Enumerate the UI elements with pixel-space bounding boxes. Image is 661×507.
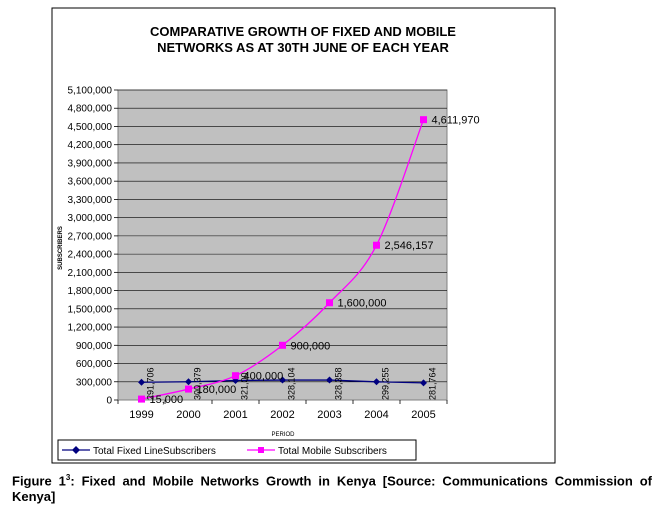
x-tick-label: 2001	[223, 409, 247, 421]
y-tick-label: 3,600,000	[68, 177, 113, 188]
chart-title-line-2: NETWORKS AS AT 30TH JUNE OF EACH YEAR	[157, 40, 449, 55]
point-mobile	[279, 341, 286, 349]
point-fixed	[420, 379, 427, 387]
point-mobile	[373, 241, 380, 249]
x-tick-label: 2005	[411, 409, 435, 421]
point-mobile	[326, 299, 333, 307]
x-tick-label: 2002	[270, 409, 294, 421]
point-fixed	[326, 376, 333, 384]
y-axis-ticks: 0 300,000 600,000 900,000 1,200,000 1,500,000…	[68, 86, 118, 407]
data-label-layer: 291,706 300,379 321,00 328,104 328,358 299,25…	[146, 115, 480, 406]
caption-superscript: 3	[65, 473, 71, 482]
x-tick-label: 2000	[176, 409, 200, 421]
figure-caption: Figure 13: Fixed and Mobile Networks Gro…	[12, 470, 652, 505]
data-label-fixed: 291,706	[146, 367, 156, 400]
y-tick-label: 4,800,000	[68, 104, 113, 115]
y-tick-label: 3,000,000	[68, 213, 113, 224]
point-fixed	[373, 378, 380, 386]
data-label-fixed: 321,00	[240, 372, 250, 400]
x-axis-ticks: 1999 2000 2001 2002 2003 2004 2005	[117, 400, 448, 421]
chart-figure: COMPARATIVE GROWTH OF FIXED AND MOBILE N…	[51, 7, 556, 464]
legend-label-mobile: Total Mobile Subscribers	[278, 446, 387, 457]
point-fixed	[138, 378, 145, 386]
legend-label-fixed: Total Fixed LineSubscribers	[93, 446, 216, 457]
data-label-mobile: 2,546,157	[385, 240, 434, 252]
point-mobile	[420, 116, 427, 124]
x-axis-label: PERIOD	[271, 432, 295, 438]
y-tick-label: 600,000	[76, 359, 113, 370]
y-tick-label: 1,500,000	[68, 304, 113, 315]
series-layer	[138, 116, 427, 403]
data-label-fixed: 328,104	[287, 367, 297, 400]
y-tick-label: 3,300,000	[68, 195, 113, 206]
caption-prefix: Figure 1	[12, 473, 66, 489]
point-fixed	[279, 376, 286, 384]
y-tick-label: 300,000	[76, 377, 113, 388]
data-label-mobile: 4,611,970	[432, 115, 480, 127]
data-label-mobile: 900,000	[291, 340, 331, 352]
data-label-fixed: 281,764	[428, 367, 438, 400]
y-tick-label: 5,100,000	[68, 86, 113, 97]
y-tick-label: 2,400,000	[68, 250, 113, 261]
legend	[57, 439, 417, 461]
point-mobile	[232, 372, 239, 380]
y-tick-label: 0	[106, 396, 112, 407]
y-tick-label: 1,200,000	[68, 323, 113, 334]
chart-title-line-1: COMPARATIVE GROWTH OF FIXED AND MOBILE	[150, 24, 456, 39]
point-fixed	[185, 378, 192, 386]
data-label-mobile: 15,000	[150, 394, 184, 406]
y-tick-label: 3,900,000	[68, 158, 113, 169]
y-tick-label: 4,500,000	[68, 122, 113, 133]
point-mobile	[138, 395, 145, 403]
data-label-fixed: 328,358	[334, 367, 344, 400]
x-tick-label: 2003	[317, 409, 341, 421]
y-tick-label: 2,100,000	[68, 268, 113, 279]
y-tick-label: 4,200,000	[68, 140, 113, 151]
y-tick-label: 1,800,000	[68, 286, 113, 297]
y-axis-label: SUBSCRIBERS	[58, 226, 64, 270]
legend-marker-mobile	[258, 447, 264, 453]
legend-marker-fixed	[72, 446, 80, 454]
caption-text: : Fixed and Mobile Networks Growth in Ke…	[12, 473, 652, 505]
y-tick-label: 900,000	[76, 341, 113, 352]
data-label-mobile: 400,000	[244, 371, 284, 383]
data-label-fixed: 300,379	[193, 367, 203, 400]
x-tick-label: 1999	[129, 409, 153, 421]
data-label-fixed: 299,255	[381, 367, 391, 400]
data-label-mobile: 180,000	[197, 384, 237, 396]
data-label-mobile: 1,600,000	[338, 298, 387, 310]
x-tick-label: 2004	[364, 409, 388, 421]
y-tick-label: 2,700,000	[68, 231, 113, 242]
point-mobile	[185, 385, 192, 393]
